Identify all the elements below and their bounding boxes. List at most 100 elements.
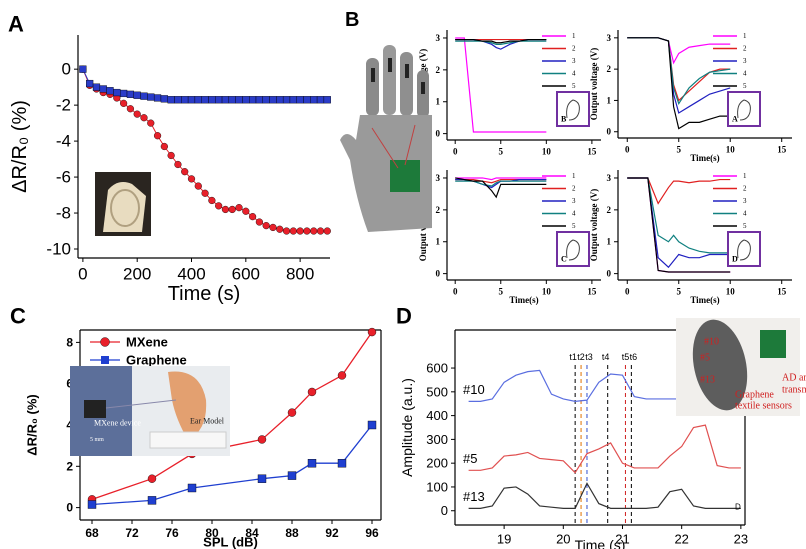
x-tick-label: 0 bbox=[453, 286, 458, 296]
photo-c-ear bbox=[168, 371, 207, 440]
panel-label: D bbox=[396, 304, 412, 329]
corner-note: D bbox=[735, 503, 741, 512]
x-tick-label: 15 bbox=[587, 286, 597, 296]
y-axis-label: Output voltage (V) bbox=[589, 189, 599, 262]
y-tick-label: 1 bbox=[436, 237, 441, 247]
marker bbox=[296, 96, 304, 104]
y-tick-label: -2 bbox=[56, 96, 71, 115]
marker bbox=[262, 96, 270, 104]
x-tick-label: 10 bbox=[542, 286, 552, 296]
series-line bbox=[627, 37, 731, 130]
inset-text: Ear Model bbox=[190, 417, 225, 426]
legend-label: 4 bbox=[743, 70, 747, 78]
panel-label: A bbox=[8, 12, 24, 37]
legend-label: 2 bbox=[572, 185, 576, 193]
y-tick-label: 3 bbox=[436, 33, 441, 43]
x-tick-label: 88 bbox=[285, 526, 299, 540]
y-tick-label: 8 bbox=[66, 335, 73, 349]
inset-text: AD and R bbox=[782, 373, 806, 384]
marker bbox=[174, 96, 182, 104]
marker bbox=[276, 225, 284, 233]
photo-d-sole bbox=[692, 319, 748, 411]
x-tick-label: 15 bbox=[777, 286, 787, 296]
x-tick-label: 800 bbox=[286, 265, 314, 284]
y-tick-label: 2 bbox=[436, 65, 441, 75]
marker bbox=[133, 110, 141, 118]
y-tick-label: 3 bbox=[607, 173, 612, 183]
marker bbox=[337, 459, 347, 468]
marker bbox=[120, 99, 128, 107]
series-line bbox=[455, 40, 547, 45]
marker bbox=[147, 474, 157, 483]
x-tick-label: 5 bbox=[499, 286, 504, 296]
y-axis-label: Output voltage (V) bbox=[589, 48, 599, 121]
marker bbox=[113, 88, 121, 97]
x-tick-label: 76 bbox=[165, 526, 179, 540]
marker bbox=[208, 196, 216, 205]
marker bbox=[140, 92, 148, 100]
legend-label: 3 bbox=[572, 197, 576, 205]
x-tick-label: 15 bbox=[587, 146, 597, 156]
marker bbox=[235, 96, 243, 104]
time-marker-label: t1 bbox=[569, 352, 577, 362]
legend-label: 5 bbox=[572, 82, 576, 90]
marker bbox=[289, 227, 297, 235]
inset-text: transmitte bbox=[782, 385, 806, 396]
y-tick-label: 0 bbox=[436, 129, 441, 139]
marker bbox=[126, 105, 135, 113]
marker bbox=[174, 160, 182, 169]
x-axis-label: Time(s) bbox=[509, 295, 538, 305]
marker bbox=[367, 420, 377, 430]
marker bbox=[282, 96, 291, 104]
legend-label: 3 bbox=[572, 57, 576, 65]
y-tick-label: 0 bbox=[62, 60, 71, 79]
marker bbox=[208, 96, 216, 104]
marker bbox=[153, 94, 162, 102]
y-tick-label: -4 bbox=[56, 132, 71, 151]
x-tick-label: 96 bbox=[365, 526, 379, 540]
photo-c-wire bbox=[105, 399, 177, 409]
legend-label: 1 bbox=[743, 172, 747, 180]
x-tick-label: 20 bbox=[556, 531, 570, 546]
marker bbox=[147, 496, 157, 505]
y-tick-label: 2 bbox=[607, 64, 612, 74]
photo-c-base bbox=[149, 431, 227, 449]
inset-text: #13 bbox=[700, 375, 715, 386]
marker bbox=[79, 65, 87, 73]
marker bbox=[160, 95, 168, 103]
marker bbox=[307, 459, 317, 468]
photo-c-device bbox=[84, 400, 106, 418]
inset-text: textile sensors bbox=[735, 401, 792, 412]
y-tick-label: 2 bbox=[66, 459, 73, 473]
marker bbox=[187, 175, 196, 183]
marker bbox=[310, 227, 318, 235]
y-tick-label: 2 bbox=[436, 205, 441, 215]
legend-label: 1 bbox=[572, 172, 576, 180]
legend-label: 2 bbox=[572, 45, 576, 53]
marker bbox=[187, 96, 196, 104]
marker bbox=[167, 151, 175, 160]
inset-text: 5 mm bbox=[90, 437, 104, 443]
panel-label: C bbox=[10, 304, 26, 329]
marker bbox=[249, 96, 257, 104]
marker bbox=[201, 189, 209, 197]
series-line bbox=[627, 177, 731, 273]
series-label: #5 bbox=[463, 451, 477, 466]
x-tick-label: 5 bbox=[499, 146, 504, 156]
marker bbox=[187, 483, 197, 493]
legend-label: 1 bbox=[743, 32, 747, 40]
marker bbox=[262, 222, 270, 230]
y-tick-label: -6 bbox=[56, 168, 71, 187]
marker bbox=[242, 96, 250, 104]
marker bbox=[194, 96, 202, 104]
inset-text: #10 bbox=[704, 337, 719, 348]
gesture-hand bbox=[737, 99, 751, 121]
series-line bbox=[91, 424, 373, 506]
gesture-icon bbox=[556, 231, 590, 267]
legend-marker bbox=[101, 356, 109, 364]
legend-label: 1 bbox=[572, 32, 576, 40]
y-axis-label: Amplitude (a.u.) bbox=[399, 378, 415, 477]
legend-label: 5 bbox=[572, 222, 576, 230]
legend-label: 3 bbox=[743, 197, 747, 205]
